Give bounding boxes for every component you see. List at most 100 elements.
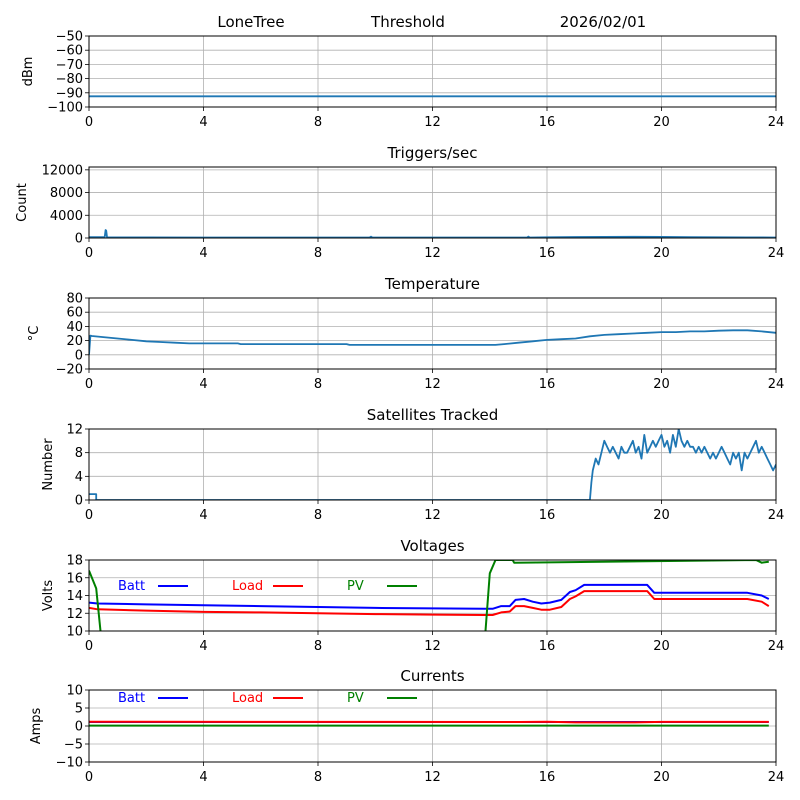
panel-title: Temperature — [384, 275, 480, 293]
panel-currents: 0 4 8 12 16 20 24 −10 −5 0 5 10 Currents Amps Batt Load… — [29, 667, 784, 785]
y-tick-label: 12 — [66, 423, 83, 438]
legend-label-pv: PV — [347, 691, 364, 706]
x-tick-label: 4 — [199, 115, 207, 130]
y-tick-label: −50 — [56, 30, 83, 45]
y-tick-label: 0 — [75, 494, 83, 509]
x-tick-label: 4 — [199, 246, 207, 261]
legend-label-load: Load — [232, 691, 263, 706]
x-tick-label: 8 — [314, 508, 322, 523]
x-tick-label: 20 — [653, 377, 670, 392]
x-tick-label: 4 — [199, 508, 207, 523]
y-tick-label: −70 — [56, 58, 83, 73]
x-tick-label: 24 — [768, 508, 785, 523]
x-tick-label: 8 — [314, 770, 322, 785]
panel-satellites: 0 4 8 12 16 20 24 0 4 8 12 Satellites Tracked Number — [41, 406, 784, 523]
x-tick-label: 20 — [653, 770, 670, 785]
legend-label-batt: Batt — [118, 691, 145, 706]
y-tick-label: −90 — [56, 86, 83, 101]
y-tick-label: 20 — [66, 334, 83, 349]
x-tick-label: 16 — [539, 508, 556, 523]
x-tick-label: 0 — [85, 377, 93, 392]
x-tick-label: 8 — [314, 377, 322, 392]
y-tick-label: −20 — [56, 363, 83, 378]
x-tick-label: 12 — [424, 246, 441, 261]
x-tick-label: 24 — [768, 115, 785, 130]
y-tick-label: 16 — [66, 571, 83, 586]
x-tick-label: 16 — [539, 246, 556, 261]
y-tick-label: −80 — [56, 72, 83, 87]
x-tick-label: 4 — [199, 639, 207, 654]
x-tick-label: 24 — [768, 639, 785, 654]
y-tick-label: 10 — [66, 684, 83, 699]
x-tick-label: 20 — [653, 639, 670, 654]
y-tick-label: 8000 — [50, 186, 83, 201]
y-tick-label: −10 — [56, 756, 83, 771]
y-tick-label: 0 — [75, 720, 83, 735]
series-line-load — [89, 590, 770, 616]
x-tick-label: 8 — [314, 246, 322, 261]
y-tick-label: 12000 — [42, 163, 83, 178]
x-tick-label: 4 — [199, 770, 207, 785]
y-axis-label: Count — [15, 183, 30, 222]
y-tick-label: −5 — [64, 738, 83, 753]
x-tick-label: 16 — [539, 639, 556, 654]
x-tick-label: 20 — [653, 115, 670, 130]
x-tick-label: 16 — [539, 115, 556, 130]
x-tick-label: 24 — [768, 377, 785, 392]
x-tick-label: 12 — [424, 639, 441, 654]
x-tick-label: 16 — [539, 770, 556, 785]
y-tick-label: 14 — [66, 589, 83, 604]
y-axis-label: Number — [41, 438, 56, 491]
x-tick-label: 20 — [653, 508, 670, 523]
y-axis-label: Volts — [41, 580, 56, 612]
panel-voltages: 0 4 8 12 16 20 24 10 12 14 16 18 Voltages Volts Batt Lo… — [41, 537, 785, 654]
y-tick-label: 80 — [66, 292, 83, 307]
x-tick-label: 0 — [85, 770, 93, 785]
y-tick-label: 5 — [75, 702, 83, 717]
y-axis-label: dBm — [21, 57, 36, 87]
x-tick-label: 12 — [424, 770, 441, 785]
x-tick-label: 16 — [539, 377, 556, 392]
x-tick-label: 12 — [424, 115, 441, 130]
series-line-temperature — [89, 329, 776, 355]
x-tick-label: 12 — [424, 508, 441, 523]
panel-title: Satellites Tracked — [367, 406, 498, 424]
series-line-satellites — [89, 429, 776, 500]
y-tick-label: −100 — [47, 101, 83, 116]
y-tick-label: 40 — [66, 320, 83, 335]
x-tick-label: 8 — [314, 115, 322, 130]
y-tick-label: 0 — [75, 348, 83, 363]
series-line-batt — [89, 583, 770, 610]
panel-title: Currents — [400, 667, 464, 685]
legend-label-batt: Batt — [118, 579, 145, 594]
legend-label-load: Load — [232, 579, 263, 594]
y-tick-label: 4000 — [50, 209, 83, 224]
x-tick-label: 24 — [768, 770, 785, 785]
x-tick-label: 24 — [768, 246, 785, 261]
y-axis-label: Amps — [29, 707, 44, 744]
header-mode: Threshold — [370, 13, 445, 31]
x-tick-label: 0 — [85, 639, 93, 654]
header-station: LoneTree — [217, 13, 284, 31]
y-tick-label: −60 — [56, 44, 83, 59]
x-tick-label: 4 — [199, 377, 207, 392]
x-tick-label: 8 — [314, 639, 322, 654]
y-tick-label: 12 — [66, 607, 83, 622]
series-line-pv — [89, 560, 769, 631]
x-tick-label: 0 — [85, 508, 93, 523]
y-tick-label: 60 — [66, 306, 83, 321]
x-tick-label: 12 — [424, 377, 441, 392]
series-line-load — [89, 720, 769, 724]
y-tick-label: 10 — [66, 625, 83, 640]
panel-title: Triggers/sec — [387, 144, 478, 162]
x-tick-label: 20 — [653, 246, 670, 261]
y-tick-label: 4 — [75, 470, 83, 485]
panel-threshold: 0 4 8 12 16 20 24 −100−90−80−70−60−50 dBm — [21, 30, 784, 131]
panel-title: Voltages — [400, 537, 464, 555]
header-date: 2026/02/01 — [560, 13, 646, 31]
y-axis-label: °C — [27, 326, 42, 342]
x-tick-label: 0 — [85, 115, 93, 130]
